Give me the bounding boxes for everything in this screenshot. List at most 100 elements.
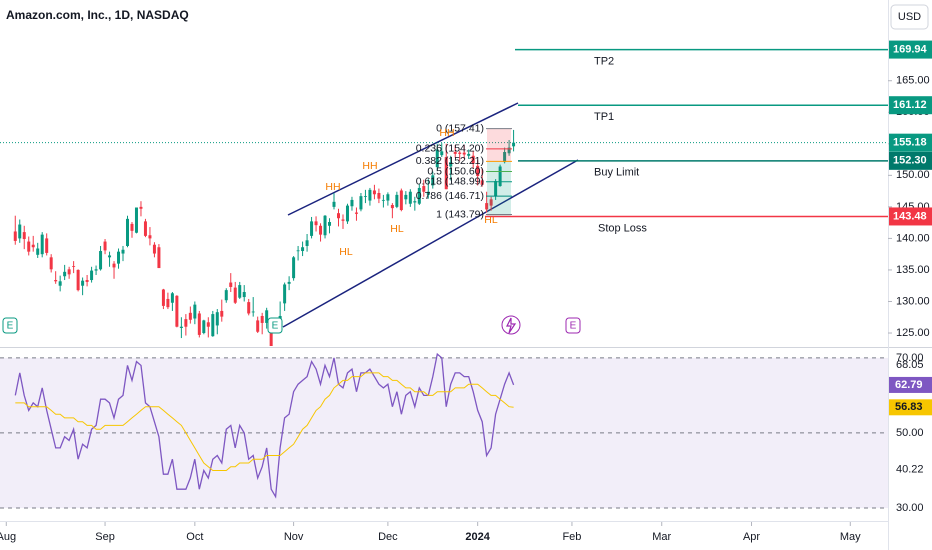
candle-body (413, 201, 417, 203)
candle-body (494, 181, 498, 197)
candle-body (211, 314, 215, 337)
candle-body (31, 244, 35, 248)
swing-label: HL (390, 223, 404, 235)
candle-body (152, 244, 156, 254)
position-target-zone (487, 128, 511, 161)
fib-label: 0.236 (154.20) (416, 143, 484, 155)
candle-body (476, 165, 480, 176)
candle-body (112, 263, 116, 268)
earnings-marker[interactable] (565, 317, 581, 334)
event-icon[interactable] (506, 317, 517, 334)
candle-body (485, 203, 489, 210)
rsi-tick-label: 30.00 (896, 502, 924, 514)
candle-body (220, 310, 224, 317)
price-tick-label: 140.00 (896, 232, 930, 244)
candle-body (76, 269, 80, 291)
chart-title: Amazon.com, Inc., 1D, NASDAQ (6, 8, 189, 22)
candle-body (507, 147, 511, 154)
rsi-pane (0, 352, 888, 509)
fib-label: 0.618 (148.99) (416, 175, 484, 187)
candle-body (197, 313, 201, 335)
price-tick-label: 135.00 (896, 264, 930, 276)
candle-body (179, 326, 183, 328)
price-tick-label: 130.00 (896, 295, 930, 307)
candle-body (404, 194, 408, 200)
level-name: Stop Loss (598, 222, 647, 234)
candle-body (242, 292, 246, 298)
candle-body (40, 234, 44, 255)
channel-upper (287, 102, 519, 216)
price-tick-label: 165.00 (896, 75, 930, 87)
fib-label: 0 (157.41) (436, 122, 484, 134)
earnings-label: E (7, 321, 14, 332)
price-pane (0, 102, 888, 346)
earnings-marker[interactable] (267, 317, 283, 334)
candle-body (328, 222, 332, 226)
rsi-range-label: 68.05 (896, 359, 924, 371)
swing-label: HL (484, 214, 498, 226)
time-tick-label: May (840, 531, 861, 543)
candle-body (386, 194, 390, 201)
swing-label: HH (362, 160, 377, 172)
swing-label: HH (439, 127, 454, 139)
candle-body (512, 142, 516, 147)
candle-body (363, 196, 367, 197)
price-tick-label: 125.00 (896, 327, 930, 339)
candle-body (256, 320, 260, 332)
time-tick-label: Sep (95, 531, 115, 543)
candle-body (498, 166, 502, 187)
time-tick-label: Feb (562, 531, 581, 543)
currency-button[interactable] (890, 4, 929, 30)
candle-body (323, 215, 327, 236)
level-name: TP1 (594, 111, 614, 123)
candle-body (103, 241, 107, 251)
candle-body (184, 319, 188, 327)
rsi-badge (889, 399, 932, 416)
candle-body (215, 312, 219, 326)
candle-body (287, 281, 291, 284)
candle-body (99, 251, 103, 270)
level-name: TP2 (594, 55, 614, 67)
earnings-marker[interactable] (2, 317, 18, 334)
level-badge (889, 40, 932, 59)
candle-body (305, 240, 309, 246)
candle-body (296, 250, 300, 252)
candle-body (345, 205, 349, 222)
currency[interactable]: USD (898, 11, 921, 23)
rsi-range-label: 40.22 (896, 464, 924, 476)
candle-body (283, 284, 287, 304)
candle-body (336, 213, 340, 219)
candle-body (175, 295, 179, 327)
candle-body (81, 280, 85, 286)
candle-body (269, 326, 273, 346)
event-icon-ring[interactable] (501, 315, 521, 335)
time-tick-label: 2024 (465, 531, 490, 543)
level-badge-label: 143.48 (893, 210, 927, 222)
swing-label: HH (325, 181, 340, 193)
candle-body (440, 151, 444, 156)
fib-label: 0.786 (146.71) (416, 190, 484, 202)
candle-body (134, 207, 138, 233)
candle-body (247, 302, 251, 314)
candle-body (161, 289, 165, 306)
price-tick-label: 150.00 (896, 169, 930, 181)
candle-body (94, 269, 98, 271)
candle-body (130, 223, 134, 231)
candle-body (193, 304, 197, 319)
candle-body (36, 248, 40, 255)
candle-body (143, 221, 147, 236)
candle-body (395, 194, 399, 207)
rsi-tick-label: 70.00 (896, 352, 924, 364)
fib-label: 0.382 (152.21) (416, 155, 484, 167)
time-tick-label: Apr (743, 531, 760, 543)
candle-body (148, 235, 152, 239)
candle-body (431, 175, 435, 186)
candle-body (85, 280, 89, 282)
candle-body (63, 271, 67, 277)
candle-body (458, 152, 462, 154)
fib-label: 0.5 (150.60) (427, 165, 484, 177)
earnings-label: E (570, 321, 577, 332)
candle-body (359, 196, 363, 210)
time-tick-label: Aug (0, 531, 16, 543)
